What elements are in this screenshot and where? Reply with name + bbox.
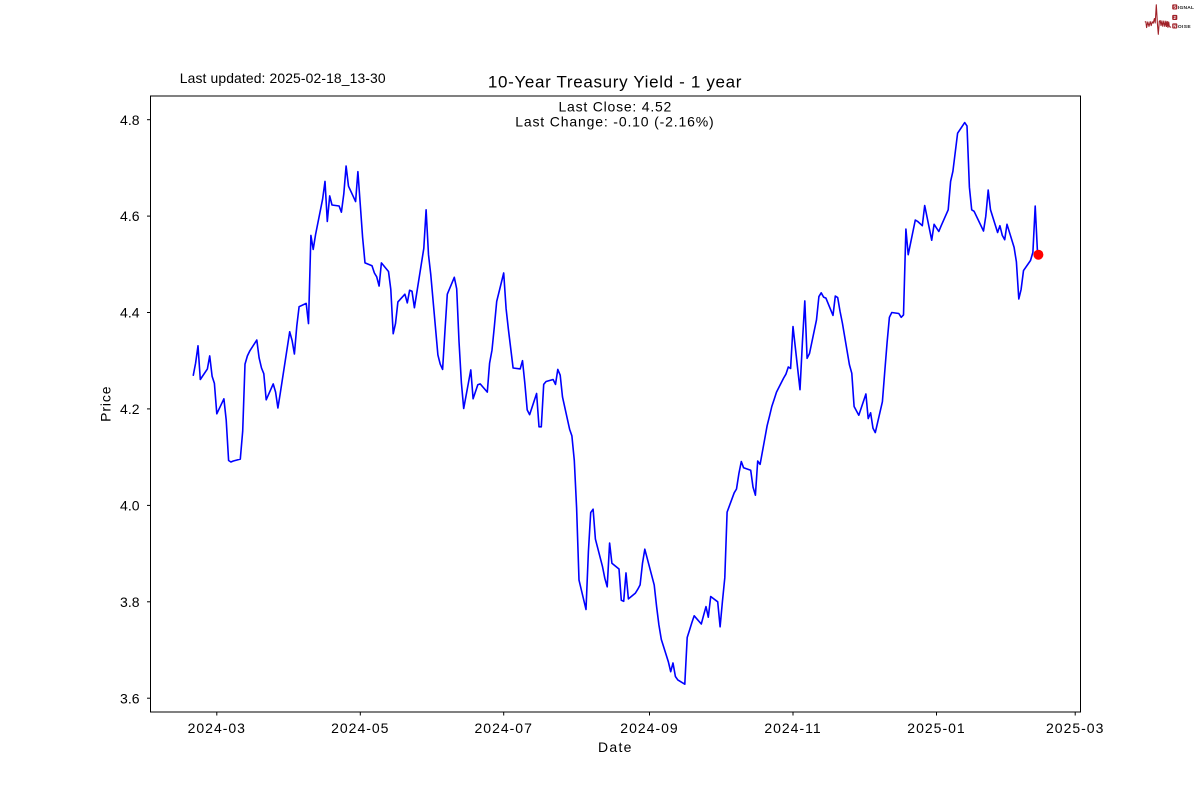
svg-text:OISE: OISE bbox=[1178, 24, 1191, 30]
svg-text:4.8: 4.8 bbox=[120, 112, 140, 128]
svg-text:N: N bbox=[1173, 24, 1176, 29]
svg-text:2024-07: 2024-07 bbox=[475, 720, 533, 736]
svg-text:3.6: 3.6 bbox=[120, 690, 140, 706]
svg-text:Last updated: 2025-02-18_13-30: Last updated: 2025-02-18_13-30 bbox=[180, 70, 386, 86]
svg-text:10-Year Treasury Yield - 1 yea: 10-Year Treasury Yield - 1 year bbox=[488, 73, 742, 92]
svg-text:2024-11: 2024-11 bbox=[764, 720, 821, 736]
svg-text:2025-01: 2025-01 bbox=[907, 720, 965, 736]
svg-text:3.8: 3.8 bbox=[120, 594, 140, 610]
svg-text:2024-03: 2024-03 bbox=[188, 720, 246, 736]
svg-text:4.6: 4.6 bbox=[120, 208, 140, 224]
svg-text:2024-05: 2024-05 bbox=[331, 720, 389, 736]
svg-text:Last Close: 4.52: Last Close: 4.52 bbox=[558, 99, 672, 115]
svg-text:4.0: 4.0 bbox=[120, 498, 140, 514]
svg-text:2: 2 bbox=[1174, 15, 1177, 20]
svg-text:S: S bbox=[1173, 5, 1176, 10]
svg-text:Last Change: -0.10 (-2.16%): Last Change: -0.10 (-2.16%) bbox=[515, 114, 714, 130]
svg-text:Date: Date bbox=[598, 739, 633, 755]
svg-text:2024-09: 2024-09 bbox=[620, 720, 678, 736]
svg-text:IGNAL: IGNAL bbox=[1178, 5, 1194, 11]
svg-text:4.4: 4.4 bbox=[120, 305, 140, 321]
svg-text:Price: Price bbox=[97, 385, 113, 421]
svg-text:2025-03: 2025-03 bbox=[1046, 720, 1104, 736]
svg-text:4.2: 4.2 bbox=[120, 401, 140, 417]
